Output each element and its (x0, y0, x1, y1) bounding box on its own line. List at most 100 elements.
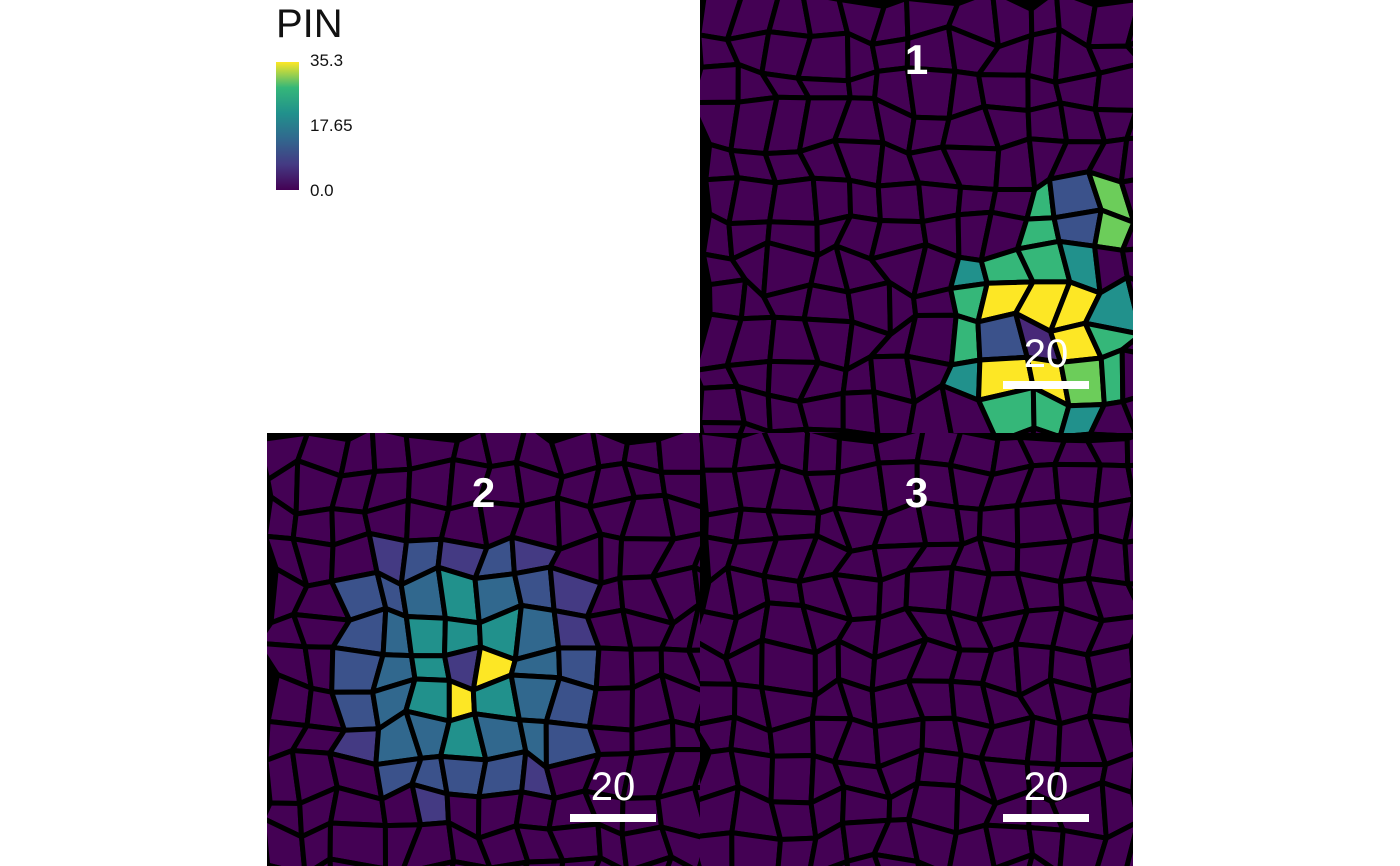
cell (586, 724, 635, 757)
cell (1093, 462, 1133, 509)
cell (691, 760, 700, 791)
cell (658, 469, 700, 510)
cell (1124, 112, 1133, 142)
cell (595, 821, 629, 866)
cell (670, 718, 700, 753)
cell (1128, 718, 1133, 750)
legend-tick-min: 0.0 (310, 181, 334, 200)
cell (1030, 425, 1057, 433)
panel-label: 1 (904, 36, 929, 83)
legend-title: PIN (276, 2, 343, 46)
cell (686, 602, 700, 653)
cell (1095, 821, 1133, 866)
cell (993, 852, 1035, 866)
cell (382, 822, 424, 866)
cell (768, 753, 816, 806)
cell (844, 851, 881, 866)
cell (662, 492, 700, 542)
cell (1125, 581, 1133, 601)
cell (767, 175, 820, 226)
cell (422, 858, 457, 866)
cell (1098, 347, 1126, 407)
cell (915, 859, 935, 866)
cell (1013, 425, 1037, 433)
cell (700, 830, 735, 866)
cell (1128, 676, 1133, 725)
cell (1124, 832, 1133, 866)
image-panel-2: 2 20 (267, 433, 700, 866)
cell (1122, 496, 1133, 546)
cell (1120, 395, 1133, 433)
cell (871, 389, 917, 433)
cell (775, 835, 819, 866)
scale-bar (1003, 814, 1089, 822)
image-panel-3: 3 20 (700, 433, 1133, 866)
cell (939, 382, 997, 433)
cell (1122, 538, 1133, 587)
legend-tick-max: 35.3 (310, 51, 344, 70)
cell (691, 784, 700, 818)
cell (802, 433, 842, 477)
cell (659, 824, 700, 866)
cell (827, 858, 850, 866)
cell (840, 428, 879, 433)
cell-map-2 (267, 433, 700, 866)
cell (1087, 399, 1133, 433)
cell (1118, 135, 1133, 185)
cell (1118, 177, 1133, 225)
scale-bar (570, 814, 656, 822)
cell (1085, 575, 1133, 624)
cell (314, 856, 333, 866)
scale-bar-label: 20 (1023, 332, 1069, 376)
cell (1085, 533, 1131, 587)
cell (488, 859, 531, 866)
color-legend: PIN 35.3 17.65 0.0 (270, 0, 410, 210)
cell (801, 282, 855, 325)
cell (840, 389, 881, 433)
cell (875, 180, 925, 225)
cell (1124, 40, 1133, 57)
cell (796, 390, 846, 433)
cell (1026, 852, 1054, 866)
cell (593, 645, 635, 692)
image-panel-1: 1 20 (700, 0, 1133, 433)
cell (871, 851, 922, 866)
cell (1084, 642, 1133, 694)
cell (635, 854, 674, 866)
cell (1092, 62, 1133, 113)
scale-bar-label: 20 (590, 765, 636, 809)
cell (655, 785, 700, 840)
cell (1082, 274, 1133, 336)
cell (1030, 385, 1072, 433)
cell-map-3 (700, 433, 1133, 866)
cell (267, 817, 307, 866)
cell (435, 564, 482, 626)
cell (914, 747, 964, 789)
cell (691, 564, 700, 608)
cell (1119, 220, 1133, 253)
cell (1014, 570, 1065, 614)
cell (1057, 827, 1109, 866)
panel-label: 3 (904, 469, 929, 516)
cell (1099, 780, 1133, 841)
cell (327, 820, 388, 866)
cell (906, 817, 959, 866)
cell (446, 820, 493, 866)
cell (559, 855, 603, 866)
scale-bar (1003, 381, 1089, 389)
cell (665, 854, 694, 866)
cell (1124, 433, 1133, 469)
cell (947, 822, 997, 866)
cell (700, 420, 747, 433)
cell (1024, 714, 1063, 767)
cell (737, 420, 773, 433)
cell (1124, 15, 1133, 49)
cell (1124, 274, 1133, 311)
scale-bar-label: 20 (1023, 765, 1069, 809)
cell (523, 858, 566, 866)
cell (1086, 713, 1133, 768)
cell (409, 781, 451, 828)
cell (906, 382, 954, 433)
cell (729, 830, 783, 866)
cell (593, 855, 622, 866)
